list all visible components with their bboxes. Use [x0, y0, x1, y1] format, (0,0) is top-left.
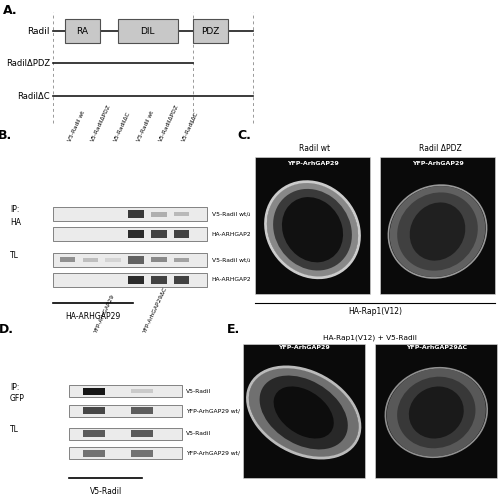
Ellipse shape [248, 368, 358, 457]
Ellipse shape [274, 386, 334, 439]
Text: HA: HA [10, 218, 21, 227]
Bar [131, 450, 153, 456]
Bar [131, 430, 153, 437]
Bar [255, 157, 370, 293]
Text: YFP-ArhGAP29: YFP-ArhGAP29 [286, 162, 339, 166]
Bar [106, 258, 121, 261]
Text: HA-ARHGAP29: HA-ARHGAP29 [212, 278, 255, 283]
Bar [128, 210, 144, 218]
Text: GFP: GFP [10, 394, 25, 403]
Text: DIL: DIL [140, 27, 155, 36]
Text: HA-ARHGAP29: HA-ARHGAP29 [212, 232, 255, 237]
Text: V5-Radil: V5-Radil [186, 431, 211, 436]
Bar [151, 276, 166, 284]
Text: B.: B. [0, 129, 12, 142]
Text: E.: E. [227, 323, 240, 336]
Bar [82, 430, 104, 437]
Bar [174, 212, 190, 216]
Bar [70, 447, 182, 459]
Bar [242, 344, 365, 478]
Text: YFP-ArhGAP29ΔC: YFP-ArhGAP29ΔC [406, 345, 467, 350]
Text: YFP-ArhGAP29 wt/ΔC: YFP-ArhGAP29 wt/ΔC [186, 451, 248, 456]
Text: YFP-ArhGAP29: YFP-ArhGAP29 [278, 345, 330, 350]
Text: YFP-ArhGAP29: YFP-ArhGAP29 [412, 162, 464, 166]
Text: V5-RadilΔC: V5-RadilΔC [113, 111, 132, 142]
Text: YFP-ArhGAP29ΔC: YFP-ArhGAP29ΔC [142, 287, 168, 335]
Text: TL: TL [10, 251, 19, 260]
Text: A.: A. [2, 4, 17, 17]
Bar [82, 408, 104, 414]
Text: V5-Radil wt/ΔPDZ/ΔC: V5-Radil wt/ΔPDZ/ΔC [212, 211, 274, 217]
Text: TL: TL [10, 425, 19, 434]
Bar [131, 389, 153, 393]
Text: RadilΔPDZ: RadilΔPDZ [6, 59, 50, 68]
Bar [174, 230, 190, 238]
Text: Radil: Radil [28, 27, 50, 36]
Ellipse shape [260, 375, 348, 450]
Text: YFP-ArhGAP29 wt/ΔC: YFP-ArhGAP29 wt/ΔC [186, 409, 248, 413]
Text: RA: RA [76, 27, 88, 36]
Bar [70, 385, 182, 397]
Bar [174, 276, 190, 284]
Text: HA-ARHGAP29: HA-ARHGAP29 [66, 312, 121, 321]
Ellipse shape [273, 189, 352, 271]
Ellipse shape [282, 197, 343, 262]
Ellipse shape [410, 203, 466, 261]
Text: V5-Radil: V5-Radil [186, 389, 211, 394]
Text: V5-Radil wt/ΔPDZ/ΔC: V5-Radil wt/ΔPDZ/ΔC [212, 257, 274, 262]
Bar [82, 258, 98, 262]
Text: V5-Radil: V5-Radil [90, 488, 122, 494]
Bar [131, 408, 153, 414]
Ellipse shape [397, 377, 475, 448]
Text: V5-RadilΔC: V5-RadilΔC [182, 111, 200, 142]
Bar [60, 257, 76, 262]
Ellipse shape [409, 386, 464, 439]
Text: IP:: IP: [10, 205, 20, 214]
Text: HA-Rap1(V12): HA-Rap1(V12) [348, 307, 402, 317]
Bar [53, 273, 207, 287]
Bar [380, 157, 495, 293]
Text: YFP-ArhGAP29: YFP-ArhGAP29 [94, 294, 116, 335]
Bar [151, 257, 166, 262]
Text: IP:: IP: [10, 383, 20, 392]
Bar [82, 388, 104, 395]
Bar [70, 428, 182, 440]
Text: D.: D. [0, 323, 14, 336]
Text: Radil wt: Radil wt [300, 144, 330, 153]
Text: V5-Radil wt: V5-Radil wt [136, 110, 154, 142]
Bar [82, 450, 104, 456]
Bar [128, 276, 144, 284]
Ellipse shape [390, 186, 486, 277]
Bar [375, 344, 498, 478]
Text: RadilΔC: RadilΔC [18, 92, 50, 101]
Bar [192, 19, 228, 43]
Bar [53, 253, 207, 267]
Bar [151, 230, 166, 238]
Bar [65, 19, 100, 43]
Text: C.: C. [238, 129, 252, 142]
Ellipse shape [267, 183, 358, 277]
Text: Radil ΔPDZ: Radil ΔPDZ [418, 144, 462, 153]
Ellipse shape [386, 369, 486, 456]
Bar [128, 230, 144, 238]
Text: V5-Radil wt: V5-Radil wt [68, 110, 86, 142]
Bar [53, 227, 207, 241]
Bar [151, 211, 166, 217]
Bar [174, 257, 190, 262]
Bar [118, 19, 178, 43]
Text: PDZ: PDZ [201, 27, 219, 36]
Bar [70, 405, 182, 417]
Text: V5-RadilΔPDZ: V5-RadilΔPDZ [90, 103, 112, 142]
Text: HA-Rap1(V12) + V5-Radil: HA-Rap1(V12) + V5-Radil [323, 334, 417, 341]
Text: V5-RadilΔPDZ: V5-RadilΔPDZ [159, 103, 180, 142]
Bar [53, 207, 207, 221]
Bar [128, 256, 144, 264]
Ellipse shape [397, 192, 478, 271]
